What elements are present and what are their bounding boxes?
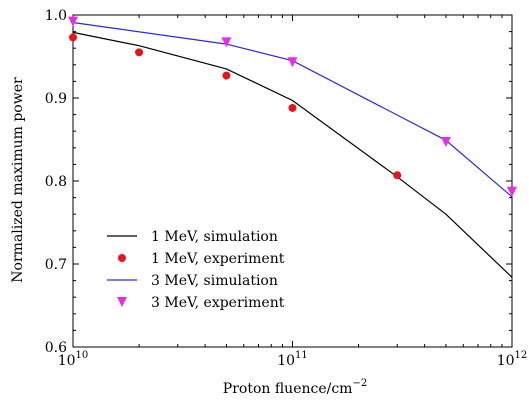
legend-label: 1 MeV, experiment (151, 251, 285, 267)
axes: 1010 1011 1012 0.6 0.7 0.8 0.9 1.0 (45, 8, 528, 369)
legend-label: 3 MeV, experiment (151, 295, 285, 311)
data-point (221, 37, 232, 48)
x-tick-label: 1011 (277, 350, 308, 369)
legend: 1 MeV, simulation 1 MeV, experiment 3 MeV,… (107, 229, 285, 311)
y-tick-label: 0.8 (45, 174, 67, 190)
data-point (68, 16, 78, 27)
y-tick-label: 0.7 (45, 257, 67, 273)
data-point (507, 186, 517, 197)
legend-item: 3 MeV, experiment (117, 295, 285, 311)
legend-item: 3 MeV, simulation (107, 273, 278, 289)
legend-item: 1 MeV, simulation (107, 229, 278, 245)
data-point (69, 33, 77, 42)
data-point (393, 171, 402, 180)
y-tick-label: 0.6 (45, 340, 67, 356)
series-1 (72, 31, 513, 278)
series-4 (68, 16, 517, 197)
legend-marker-swatch (117, 297, 127, 307)
data-point (440, 136, 451, 147)
y-tick-label: 0.9 (45, 91, 67, 107)
x-axis-label: Proton fluence/cm−2 (223, 378, 367, 397)
data-point (222, 71, 231, 80)
legend-marker-swatch (118, 254, 126, 262)
legend-label: 3 MeV, simulation (151, 273, 278, 289)
y-axis-label: Normalized maximum power (10, 77, 26, 283)
series-line (72, 31, 513, 278)
legend-label: 1 MeV, simulation (151, 229, 278, 245)
x-tick-label: 1010 (58, 350, 89, 369)
series-2 (69, 33, 402, 180)
plot-area (68, 16, 517, 278)
x-tick-label: 1012 (497, 350, 528, 369)
legend-item: 1 MeV, experiment (118, 251, 285, 267)
data-point (287, 57, 298, 68)
data-point (288, 103, 297, 112)
y-tick-label: 1.0 (45, 8, 67, 24)
data-point (135, 48, 144, 57)
